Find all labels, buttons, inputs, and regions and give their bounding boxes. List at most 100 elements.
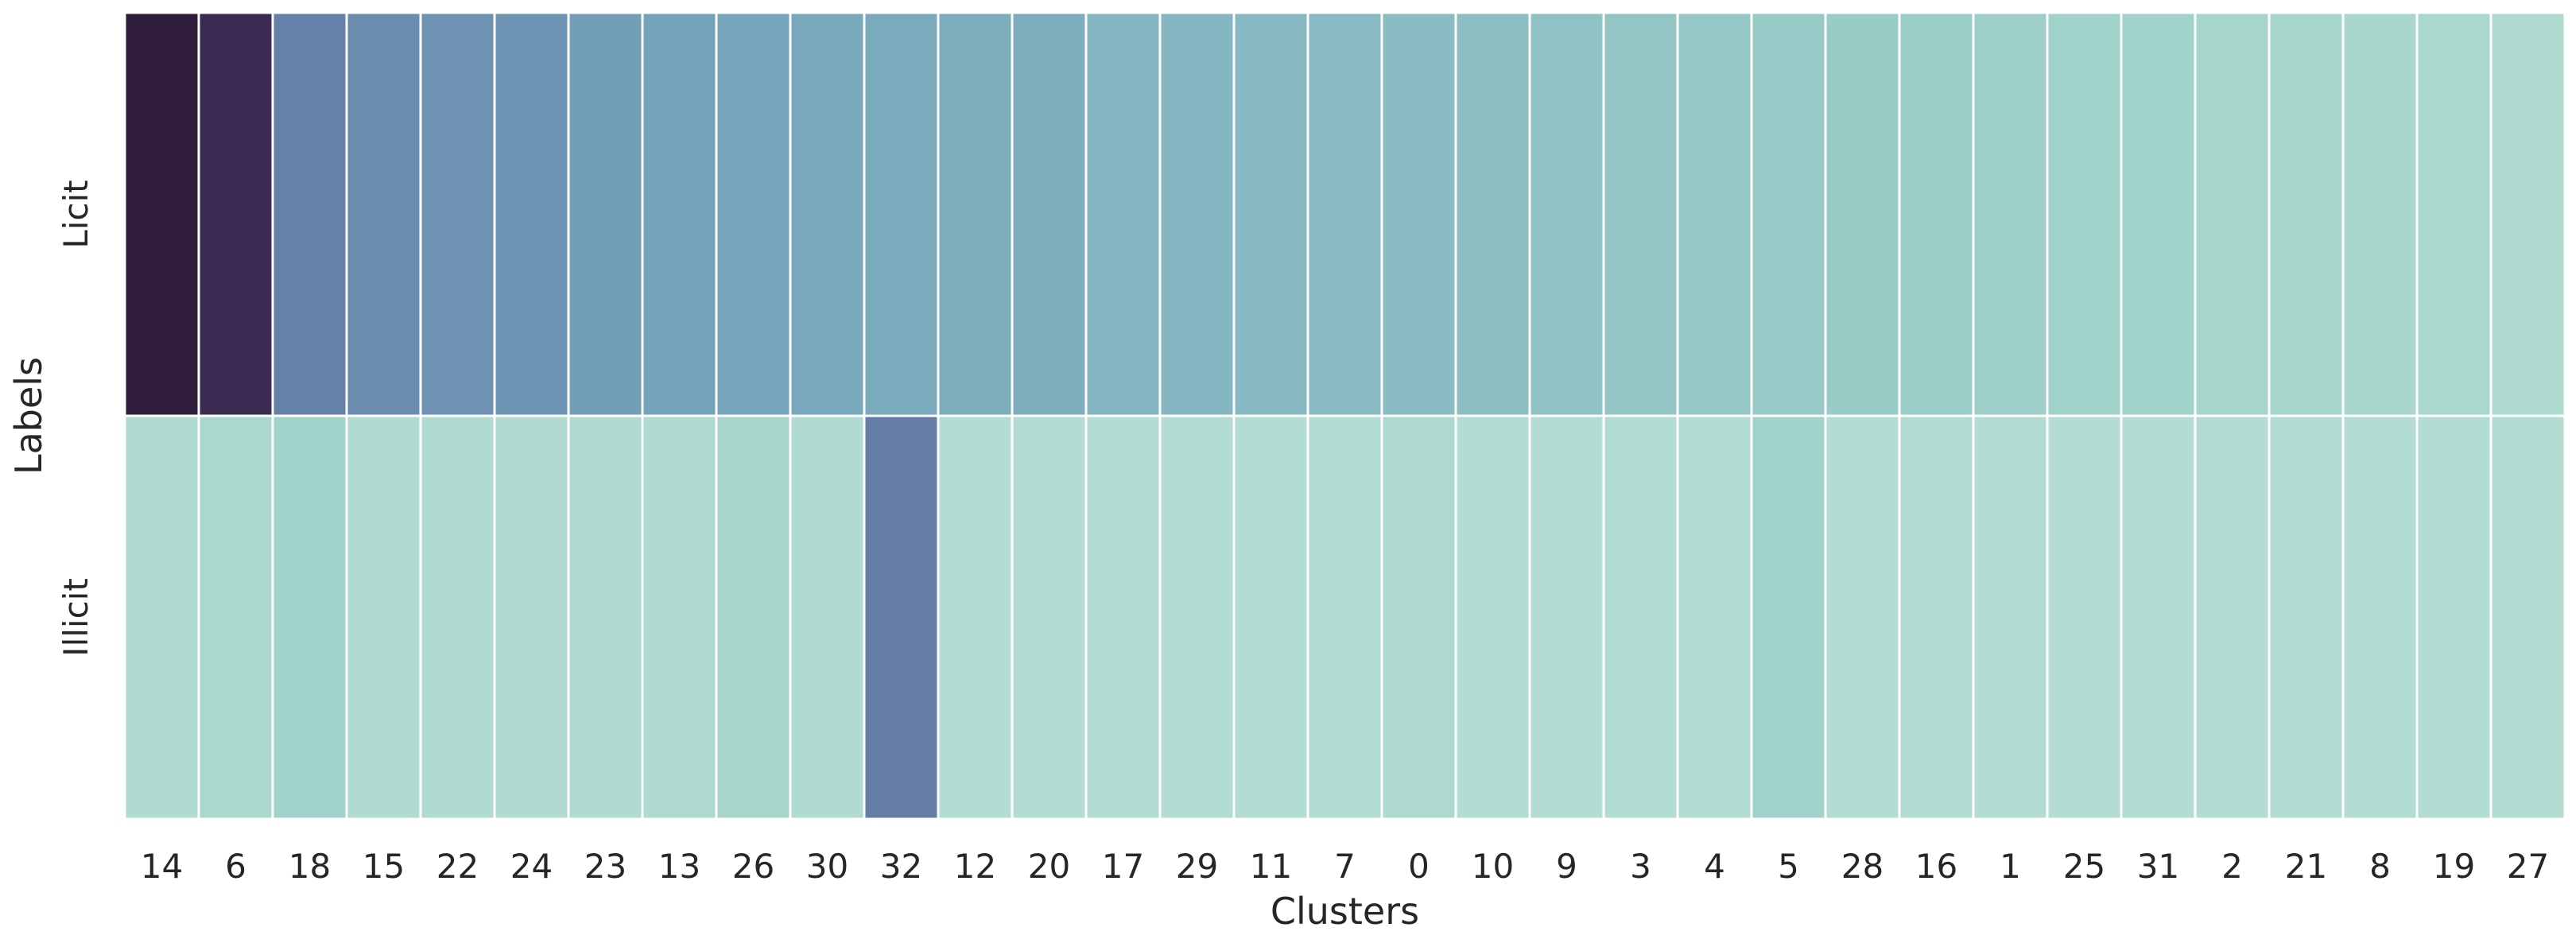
heatmap-cell-illicit-cluster-7 <box>1306 414 1383 821</box>
heatmap-cell-licit-cluster-10 <box>1454 11 1531 417</box>
heatmap-cell-licit-cluster-28 <box>1824 11 1901 417</box>
heatmap-cell-licit-cluster-16 <box>1898 11 1975 417</box>
heatmap-cell-licit-cluster-14 <box>123 11 200 417</box>
heatmap-cell-licit-cluster-32 <box>863 11 940 417</box>
column-tick-label: 7 <box>1334 847 1356 886</box>
column-tick-label: 27 <box>2507 847 2549 886</box>
column-tick-label: 18 <box>289 847 331 886</box>
column-tick-label: 8 <box>2369 847 2391 886</box>
heatmap-cell-licit-cluster-0 <box>1380 11 1457 417</box>
heatmap-cell-illicit-cluster-6 <box>197 414 274 821</box>
column-tick-label: 25 <box>2063 847 2105 886</box>
heatmap-cell-licit-cluster-30 <box>789 11 866 417</box>
heatmap-cell-licit-cluster-26 <box>715 11 792 417</box>
column-tick-label: 21 <box>2285 847 2327 886</box>
heatmap-cell-illicit-cluster-14 <box>123 414 200 821</box>
heatmap-cell-licit-cluster-18 <box>271 11 348 417</box>
heatmap-cell-licit-cluster-23 <box>567 11 644 417</box>
heatmap-cell-illicit-cluster-28 <box>1824 414 1901 821</box>
column-tick-label: 11 <box>1250 847 1292 886</box>
heatmap-cell-licit-cluster-8 <box>2341 11 2419 417</box>
column-tick-label: 6 <box>225 847 246 886</box>
column-tick-label: 20 <box>1028 847 1070 886</box>
heatmap-cell-licit-cluster-12 <box>937 11 1014 417</box>
heatmap-cell-licit-cluster-24 <box>493 11 570 417</box>
heatmap-cell-licit-cluster-4 <box>1676 11 1753 417</box>
heatmap-cell-illicit-cluster-31 <box>2120 414 2197 821</box>
heatmap-cell-illicit-cluster-12 <box>937 414 1014 821</box>
heatmap-cell-licit-cluster-31 <box>2120 11 2197 417</box>
heatmap-cell-illicit-cluster-10 <box>1454 414 1531 821</box>
heatmap-cell-licit-cluster-15 <box>345 11 422 417</box>
heatmap-cell-illicit-cluster-11 <box>1232 414 1309 821</box>
column-tick-label: 17 <box>1102 847 1144 886</box>
heatmap-cell-licit-cluster-22 <box>419 11 496 417</box>
heatmap-cell-licit-cluster-17 <box>1084 11 1162 417</box>
heatmap-cell-illicit-cluster-16 <box>1898 414 1975 821</box>
column-tick-label: 0 <box>1408 847 1430 886</box>
heatmap-cell-illicit-cluster-0 <box>1380 414 1457 821</box>
column-tick-label: 26 <box>732 847 774 886</box>
heatmap-cell-licit-cluster-13 <box>641 11 718 417</box>
heatmap-cell-illicit-cluster-2 <box>2194 414 2271 821</box>
column-tick-label: 19 <box>2433 847 2475 886</box>
heatmap-cell-licit-cluster-20 <box>1011 11 1088 417</box>
row-tick-label: Illicit <box>56 578 95 657</box>
heatmap-cell-licit-cluster-27 <box>2489 11 2566 417</box>
heatmap-cell-illicit-cluster-13 <box>641 414 718 821</box>
heatmap-cell-illicit-cluster-26 <box>715 414 792 821</box>
heatmap-cell-illicit-cluster-20 <box>1011 414 1088 821</box>
column-tick-label: 30 <box>806 847 848 886</box>
column-tick-label: 5 <box>1778 847 1799 886</box>
heatmap-cell-licit-cluster-7 <box>1306 11 1383 417</box>
column-tick-label: 3 <box>1630 847 1651 886</box>
heatmap-cell-licit-cluster-3 <box>1602 11 1679 417</box>
column-tick-label: 28 <box>1841 847 1884 886</box>
heatmap-cell-illicit-cluster-29 <box>1158 414 1236 821</box>
heatmap-cell-illicit-cluster-15 <box>345 414 422 821</box>
column-tick-label: 13 <box>658 847 700 886</box>
column-tick-label: 2 <box>2221 847 2243 886</box>
heatmap-cell-illicit-cluster-5 <box>1750 414 1827 821</box>
column-tick-label: 16 <box>1915 847 1957 886</box>
heatmap-cell-licit-cluster-9 <box>1528 11 1605 417</box>
heatmap-cell-illicit-cluster-1 <box>1972 414 2049 821</box>
column-tick-label: 14 <box>141 847 183 886</box>
heatmap-cell-licit-cluster-2 <box>2194 11 2271 417</box>
heatmap-cell-licit-cluster-29 <box>1158 11 1236 417</box>
heatmap-cell-illicit-cluster-19 <box>2415 414 2493 821</box>
heatmap-cell-illicit-cluster-4 <box>1676 414 1753 821</box>
column-tick-label: 22 <box>436 847 479 886</box>
column-tick-label: 29 <box>1176 847 1218 886</box>
column-tick-label: 1 <box>2000 847 2021 886</box>
heatmap-cell-illicit-cluster-27 <box>2489 414 2566 821</box>
heatmap-cell-illicit-cluster-8 <box>2341 414 2419 821</box>
column-tick-label: 23 <box>584 847 627 886</box>
column-tick-label: 12 <box>954 847 996 886</box>
heatmap-cell-licit-cluster-5 <box>1750 11 1827 417</box>
row-tick-label: Licit <box>56 180 95 248</box>
heatmap-cell-illicit-cluster-22 <box>419 414 496 821</box>
column-tick-label: 4 <box>1704 847 1725 886</box>
column-tick-label: 15 <box>363 847 405 886</box>
heatmap-cell-illicit-cluster-25 <box>2046 414 2123 821</box>
column-tick-label: 31 <box>2137 847 2179 886</box>
heatmap-cell-illicit-cluster-23 <box>567 414 644 821</box>
x-axis-title: Clusters <box>1271 890 1419 933</box>
heatmap-cell-licit-cluster-25 <box>2046 11 2123 417</box>
heatmap-cell-illicit-cluster-9 <box>1528 414 1605 821</box>
y-axis-title: Labels <box>7 357 50 475</box>
heatmap-cell-licit-cluster-21 <box>2268 11 2345 417</box>
column-tick-labels: 14 6 18 15 22 24 23 13 26 30 32 12 20 17 29 11 7 0 10 9 3 4 5 2… <box>141 847 2549 886</box>
heatmap-cells <box>123 11 2566 821</box>
heatmap-cell-illicit-cluster-3 <box>1602 414 1679 821</box>
heatmap-cell-illicit-cluster-24 <box>493 414 570 821</box>
heatmap-cell-illicit-cluster-32 <box>863 414 940 821</box>
heatmap-cell-licit-cluster-6 <box>197 11 274 417</box>
heatmap-cell-licit-cluster-19 <box>2415 11 2493 417</box>
column-tick-label: 10 <box>1472 847 1514 886</box>
column-tick-label: 24 <box>510 847 553 886</box>
heatmap-cell-illicit-cluster-18 <box>271 414 348 821</box>
heatmap-cell-illicit-cluster-21 <box>2268 414 2345 821</box>
